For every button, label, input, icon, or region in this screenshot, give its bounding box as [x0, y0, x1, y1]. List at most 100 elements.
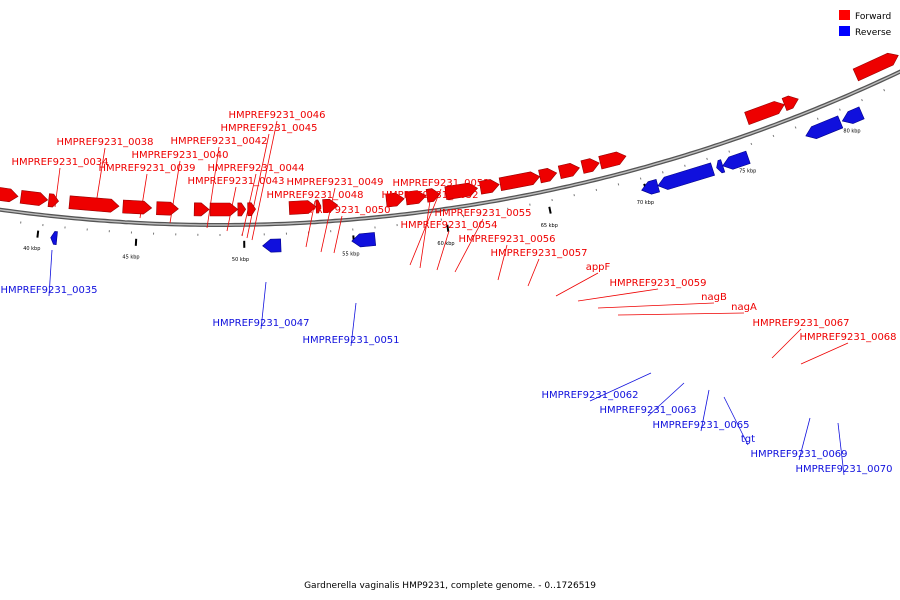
leader-line [333, 215, 343, 254]
minor-tick [772, 134, 775, 137]
forward-gene [478, 179, 500, 195]
forward-gene [193, 202, 210, 217]
forward-gene [580, 158, 600, 174]
forward-gene [288, 200, 317, 215]
forward-gene [425, 188, 441, 203]
reverse-gene [722, 150, 751, 170]
reverse-gene [50, 231, 58, 246]
reverse-gene [716, 159, 726, 174]
forward-gene [247, 202, 256, 217]
genome-backbone-highlight [0, 70, 900, 226]
legend-swatch-reverse [839, 26, 850, 36]
gene-label: HMPREF9231_0043 [187, 176, 284, 187]
gene-label: HMPREF9231_0044 [207, 163, 304, 174]
leader-line [260, 281, 267, 330]
gene-label: HMPREF9231_0051 [302, 335, 399, 346]
gene-label: HMPREF9231_0056 [458, 234, 555, 245]
leader-line [527, 258, 540, 287]
minor-tick [750, 142, 753, 145]
forward-gene [237, 202, 247, 217]
leader-line [771, 328, 802, 359]
gene-label: HMPREF9231_0067 [752, 318, 849, 329]
leader-line [350, 302, 357, 347]
major-tick [548, 206, 552, 214]
gene-label: HMPREF9231_0057 [490, 248, 587, 259]
major-tick [36, 230, 40, 238]
gene-label: HMPREF9231_0059 [609, 278, 706, 289]
minor-tick [839, 108, 841, 111]
reverse-gene [657, 162, 715, 190]
leader-line [723, 396, 749, 446]
gene-label: HMPREF9231_0038 [56, 137, 153, 148]
reverse-gene [351, 232, 377, 248]
legend-label-forward: Forward [855, 12, 891, 22]
forward-gene [498, 171, 541, 192]
leader-line [647, 382, 685, 417]
forward-gene [19, 190, 49, 206]
leader-line [800, 342, 849, 365]
gene-label: nagB [701, 292, 727, 303]
tick-label: 55 kbp [342, 252, 359, 258]
tick-label: 70 kbp [637, 200, 654, 206]
gene-label: HMPREF9231_0065 [652, 420, 749, 431]
leader-line [617, 312, 745, 316]
tick-label: 80 kbp [843, 129, 860, 135]
minor-tick [617, 183, 620, 186]
leader-line [577, 288, 659, 302]
forward-gene [209, 202, 239, 217]
gene-label: HMPREF9231_0040 [131, 150, 228, 161]
forward-gene [315, 199, 322, 214]
gene-label: appF [586, 262, 611, 273]
tick-label: 65 kbp [541, 223, 558, 229]
forward-gene [68, 195, 120, 213]
minor-tick [639, 177, 642, 180]
forward-gene [781, 95, 799, 111]
gene-label: HMPREF9231_0045 [220, 123, 317, 134]
forward-gene [538, 167, 558, 184]
minor-tick [662, 171, 664, 174]
gene-label: HMPREF9231_0070 [795, 464, 892, 475]
minor-tick [706, 157, 708, 160]
forward-gene [444, 182, 478, 200]
forward-gene [557, 162, 580, 180]
leader-line [454, 218, 484, 273]
gene-label: HMPREF9231_0046 [228, 110, 325, 121]
forward-gene [322, 198, 339, 213]
gene-label: HMPREF9231_0048 [266, 190, 363, 201]
reverse-gene [262, 238, 282, 253]
gene-label: HMPREF9231_0068 [799, 332, 896, 343]
major-tick [446, 224, 450, 232]
forward-gene [852, 52, 899, 82]
minor-tick [883, 88, 886, 92]
gene-label: HMPREF9231_0054 [400, 220, 497, 231]
forward-gene [385, 192, 405, 208]
gene-label: tgt [741, 434, 755, 445]
forward-gene [744, 101, 785, 125]
gene-label: HMPREF9231_0052 [381, 190, 478, 201]
gene-label: HMPREF9231_0069 [750, 449, 847, 460]
minor-tick [595, 188, 598, 192]
leader-line [798, 417, 811, 461]
gene-label: HMPREF9231_0062 [541, 390, 638, 401]
gene-label: HMPREF9231_0035 [0, 285, 97, 296]
legend-swatch-forward [839, 10, 850, 20]
gene-label: HMPREF9231_0055 [434, 208, 531, 219]
leader-lines [48, 120, 849, 476]
tick-label: 60 kbp [437, 241, 454, 247]
forward-gene [156, 201, 179, 216]
leader-line [48, 249, 53, 297]
genome-backbone-layer [0, 69, 900, 227]
forward-gene [122, 199, 153, 215]
gene-labels: HMPREF9231_0034 HMPREF9231_0038 HMPREF9231… [0, 110, 896, 475]
minor-tick [861, 98, 863, 102]
gene-label: HMPREF9231_0047 [212, 318, 309, 329]
minor-tick [684, 164, 686, 167]
gene-label: HMPREF9231_0042 [170, 136, 267, 147]
leader-line [419, 200, 431, 269]
leader-line [246, 133, 270, 239]
legend-label-reverse: Reverse [855, 28, 892, 38]
tick-label: 45 kbp [122, 255, 139, 261]
tick-label: 75 kbp [739, 169, 756, 175]
leader-line [837, 422, 845, 476]
reverse-gene [841, 106, 865, 124]
